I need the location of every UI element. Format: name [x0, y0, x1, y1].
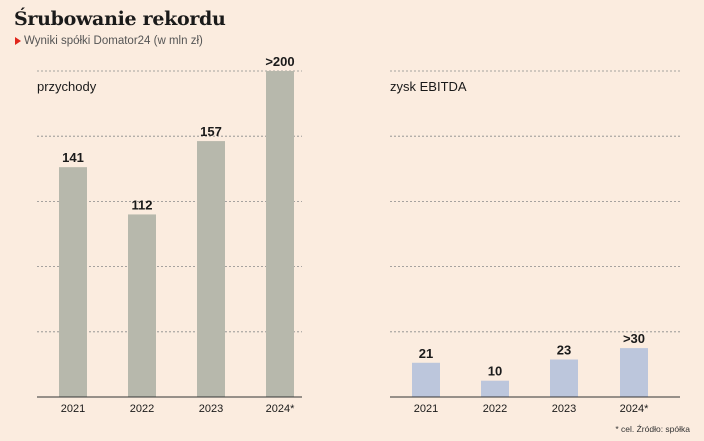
data-label: 21 [419, 346, 433, 361]
x-tick-label: 2021 [61, 403, 85, 415]
data-label: >200 [265, 54, 294, 69]
x-tick-label: 2023 [199, 403, 223, 415]
bar [481, 380, 509, 397]
panel-title: przychody [37, 79, 97, 94]
bar [412, 362, 440, 397]
bar [197, 141, 225, 397]
data-label: >30 [623, 331, 645, 346]
x-tick-label: 2024* [620, 403, 649, 415]
panel-title: zysk EBITDA [390, 79, 467, 94]
footnote: * cel. Źródło: spółka [615, 424, 690, 434]
bar [128, 214, 156, 397]
data-label: 141 [62, 150, 84, 165]
subtitle-text: Wyniki spółki Domator24 (w mln zł) [24, 35, 203, 47]
chart-subtitle: Wyniki spółki Domator24 (w mln zł) [15, 35, 203, 47]
data-label: 112 [132, 197, 153, 212]
x-tick-label: 2023 [552, 403, 576, 415]
data-label: 23 [557, 343, 571, 358]
bar [266, 71, 294, 397]
x-tick-label: 2022 [483, 403, 507, 415]
x-tick-label: 2024* [266, 403, 295, 415]
chart-title: Śrubowanie rekordu [14, 8, 226, 30]
triangle-marker-icon [15, 37, 21, 45]
data-label: 10 [488, 364, 502, 379]
data-label: 157 [200, 124, 222, 139]
bar [550, 359, 578, 397]
bar [59, 167, 87, 397]
x-tick-label: 2022 [130, 403, 154, 415]
bar [620, 348, 648, 397]
x-tick-label: 2021 [414, 403, 438, 415]
